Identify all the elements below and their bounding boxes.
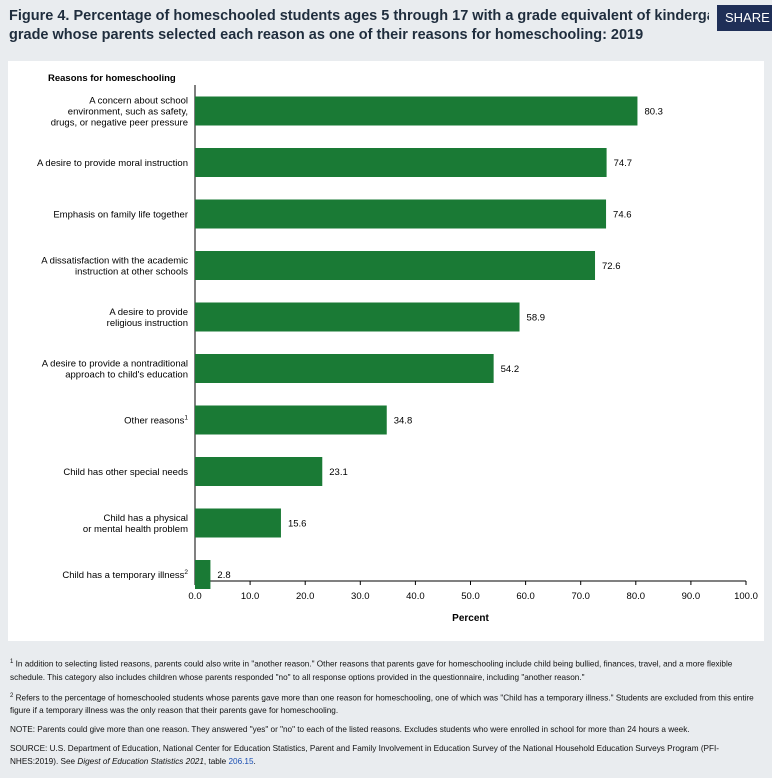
bar-chart: Reasons for homeschooling 0.0 10.0 20.0 30.0… <box>37 73 758 624</box>
bar <box>195 148 607 177</box>
bar-value-label: 54.2 <box>501 364 519 375</box>
x-tick-label: 20.0 <box>296 591 315 602</box>
x-tick-label: 0.0 <box>188 591 201 602</box>
x-tick-label: 10.0 <box>241 591 260 602</box>
share-button[interactable]: SHARE <box>717 5 772 31</box>
bar-value-label: 74.6 <box>613 210 632 221</box>
category-label: Other reasons1 <box>124 415 188 427</box>
category-label: Child has other special needs <box>63 467 188 478</box>
bar <box>195 405 387 435</box>
category-footnote-mark: 1 <box>184 415 188 422</box>
bar <box>195 302 520 332</box>
figure-title: Figure 4. Percentage of homeschooled stu… <box>9 7 709 45</box>
x-tick-label: 30.0 <box>351 591 370 602</box>
category-label: A dissatisfaction with the academic <box>41 256 188 267</box>
chart-panel: Reasons for homeschooling 0.0 10.0 20.0 30.0… <box>8 61 764 641</box>
footnote-1: 1 In addition to selecting listed reason… <box>10 656 762 684</box>
bar-value-label: 72.6 <box>602 261 621 272</box>
source-mid: , table <box>203 757 229 767</box>
x-tick-label: 90.0 <box>682 591 701 602</box>
bar <box>195 560 211 589</box>
category-label: A concern about school <box>89 96 188 107</box>
x-tick-label: 100.0 <box>734 591 758 602</box>
category-label: A desire to provide <box>109 307 188 318</box>
bar-value-label: 23.1 <box>329 467 348 478</box>
x-tick-label: 80.0 <box>627 591 646 602</box>
footnote-2-mark: 2 <box>10 692 14 699</box>
category-label: A desire to provide a nontraditional <box>42 359 188 370</box>
bar-value-label: 2.8 <box>217 570 230 581</box>
category-label: Child has a temporary illness2 <box>62 569 188 581</box>
x-tick-label: 70.0 <box>571 591 590 602</box>
x-tick-label: 40.0 <box>406 591 425 602</box>
footnote-2-text: Refers to the percentage of homeschooled… <box>10 693 754 716</box>
bar-value-label: 15.6 <box>288 519 307 530</box>
x-tick-label: 60.0 <box>516 591 535 602</box>
y-axis-label: Reasons for homeschooling <box>48 73 176 84</box>
x-axis-label: Percent <box>452 613 489 624</box>
source-end: . <box>253 757 256 767</box>
bar-value-label: 58.9 <box>527 313 546 324</box>
category-label: A desire to provide moral instruction <box>37 158 188 169</box>
source-table-link[interactable]: 206.15 <box>228 757 254 767</box>
bar <box>195 199 607 229</box>
source-note: SOURCE: U.S. Department of Education, Na… <box>10 742 762 768</box>
footnote-1-text: In addition to selecting listed reasons,… <box>10 659 733 682</box>
bar <box>195 354 494 383</box>
category-label: Child has a physical <box>104 513 189 524</box>
bar-value-label: 80.3 <box>644 107 663 118</box>
footnotes: 1 In addition to selecting listed reason… <box>10 656 762 774</box>
category-footnote-mark: 2 <box>184 569 188 576</box>
source-italic: Digest of Education Statistics 2021 <box>77 757 204 767</box>
chart-note: NOTE: Parents could give more than one r… <box>10 725 690 735</box>
category-label: environment, such as safety, <box>68 107 188 118</box>
footnote-2: 2 Refers to the percentage of homeschool… <box>10 690 762 718</box>
bar <box>195 96 638 126</box>
category-label: religious instruction <box>107 318 188 329</box>
bar <box>195 457 323 486</box>
category-label: drugs, or negative peer pressure <box>51 118 188 129</box>
category-label: Emphasis on family life together <box>53 210 188 221</box>
bar-value-label: 34.8 <box>394 416 413 427</box>
figure-title-line-1: Figure 4. Percentage of homeschooled stu… <box>9 8 709 24</box>
footnote-1-mark: 1 <box>10 659 14 665</box>
bar-value-label: 74.7 <box>614 158 633 169</box>
source-prefix: SOURCE: U.S. Department of Education, Na… <box>10 744 720 767</box>
category-label: instruction at other schools <box>75 267 188 278</box>
category-label: approach to child's education <box>65 370 188 381</box>
category-label: or mental health problem <box>83 524 188 535</box>
bar <box>195 508 281 538</box>
figure-title-line-2: grade whose parents selected each reason… <box>9 27 644 43</box>
x-tick-label: 50.0 <box>461 591 480 602</box>
bar <box>195 251 596 280</box>
